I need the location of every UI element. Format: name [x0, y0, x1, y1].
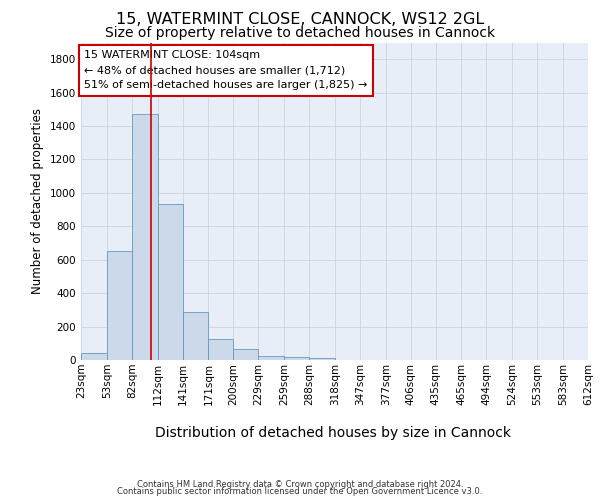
Y-axis label: Number of detached properties: Number of detached properties: [31, 108, 44, 294]
Bar: [81, 354, 107, 360]
Bar: [158, 204, 182, 360]
Text: Contains HM Land Registry data © Crown copyright and database right 2024.: Contains HM Land Registry data © Crown c…: [137, 480, 463, 489]
Text: Distribution of detached houses by size in Cannock: Distribution of detached houses by size …: [155, 426, 511, 440]
Bar: [233, 349, 259, 360]
Bar: [107, 252, 132, 360]
Bar: [182, 312, 208, 360]
Text: Size of property relative to detached houses in Cannock: Size of property relative to detached ho…: [105, 26, 495, 40]
Bar: [259, 356, 284, 360]
Bar: [208, 339, 233, 360]
Bar: [132, 114, 158, 360]
Text: Contains public sector information licensed under the Open Government Licence v3: Contains public sector information licen…: [118, 487, 482, 496]
Text: 15, WATERMINT CLOSE, CANNOCK, WS12 2GL: 15, WATERMINT CLOSE, CANNOCK, WS12 2GL: [116, 12, 484, 28]
Text: 15 WATERMINT CLOSE: 104sqm
← 48% of detached houses are smaller (1,712)
51% of s: 15 WATERMINT CLOSE: 104sqm ← 48% of deta…: [85, 50, 368, 90]
Bar: [309, 358, 335, 360]
Bar: [284, 358, 309, 360]
